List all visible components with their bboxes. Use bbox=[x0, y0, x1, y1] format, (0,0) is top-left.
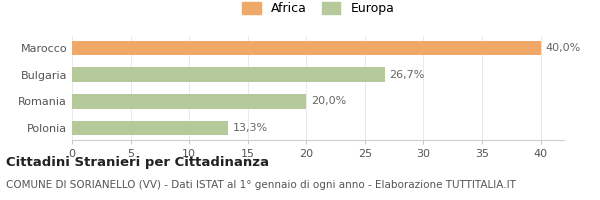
Text: 26,7%: 26,7% bbox=[389, 70, 425, 80]
Text: 13,3%: 13,3% bbox=[232, 123, 268, 133]
Text: Cittadini Stranieri per Cittadinanza: Cittadini Stranieri per Cittadinanza bbox=[6, 156, 269, 169]
Bar bbox=[72, 94, 306, 109]
Bar bbox=[72, 67, 385, 82]
Bar bbox=[72, 121, 228, 135]
Text: 40,0%: 40,0% bbox=[545, 43, 581, 53]
Legend: Africa, Europa: Africa, Europa bbox=[238, 0, 398, 19]
Text: 20,0%: 20,0% bbox=[311, 96, 346, 106]
Text: COMUNE DI SORIANELLO (VV) - Dati ISTAT al 1° gennaio di ogni anno - Elaborazione: COMUNE DI SORIANELLO (VV) - Dati ISTAT a… bbox=[6, 180, 516, 190]
Bar bbox=[72, 41, 541, 55]
